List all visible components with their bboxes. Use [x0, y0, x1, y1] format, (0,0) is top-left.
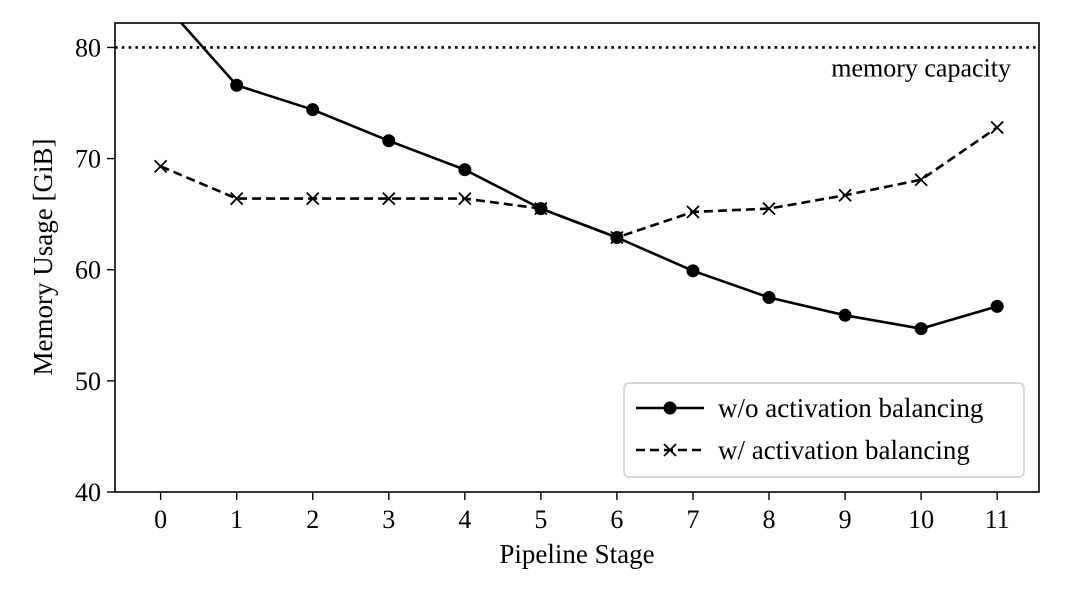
legend-marker-without-balancing [663, 401, 677, 415]
legend-label-without-balancing: w/o activation balancing [718, 393, 983, 423]
x-tick-label: 6 [610, 505, 623, 534]
x-tick-label: 1 [230, 505, 243, 534]
y-tick-label: 50 [75, 367, 101, 396]
memory-capacity-label: memory capacity [831, 53, 1011, 82]
legend-marker-with-balancing [663, 443, 677, 457]
plot-frame [114, 22, 1040, 493]
data-point-without-balancing [686, 264, 700, 278]
data-point-with-balancing [153, 159, 168, 174]
x-tick-label: 10 [908, 505, 934, 534]
data-point-without-balancing [990, 299, 1004, 313]
data-point-without-balancing [458, 163, 472, 177]
data-point-without-balancing [382, 134, 396, 148]
y-axis-label: Memory Usage [GiB] [28, 139, 58, 376]
series-group [153, 0, 1004, 336]
y-axis-ticks: 40 50 60 70 80 [75, 33, 115, 507]
series-line-without-balancing [179, 23, 998, 330]
y-tick-label: 60 [75, 256, 101, 285]
y-tick-label: 80 [75, 33, 101, 62]
data-point-without-balancing [838, 308, 852, 322]
data-point-with-balancing [534, 201, 548, 216]
x-tick-label: 3 [382, 505, 395, 534]
data-point-with-balancing [686, 205, 700, 219]
x-tick-label: 2 [306, 505, 319, 534]
legend-box [623, 382, 1025, 478]
data-point-without-balancing [306, 103, 320, 117]
data-point-with-balancing [990, 120, 1004, 135]
data-point-with-balancing [914, 173, 928, 187]
data-point-with-balancing [458, 191, 472, 206]
x-axis-ticks: 0 1 2 3 4 5 6 7 8 9 10 11 [154, 492, 1010, 534]
legend: w/o activation balancing w/ activation ba… [623, 382, 1025, 478]
x-tick-label: 11 [985, 505, 1010, 534]
x-tick-label: 0 [154, 505, 167, 534]
x-tick-label: 7 [686, 505, 699, 534]
x-axis-label: Pipeline Stage [499, 539, 654, 569]
data-point-without-balancing [762, 291, 776, 305]
y-tick-label: 40 [75, 478, 101, 507]
data-point-without-balancing [230, 78, 244, 92]
x-tick-label: 5 [534, 505, 547, 534]
x-tick-label: 9 [839, 505, 852, 534]
data-point-with-balancing [762, 201, 776, 216]
data-point-with-balancing [306, 191, 320, 206]
legend-label-with-balancing: w/ activation balancing [718, 435, 970, 465]
data-point-with-balancing [610, 230, 624, 245]
data-point-with-balancing [382, 191, 396, 206]
data-point-with-balancing [230, 191, 244, 206]
series-line-with-balancing [160, 126, 998, 239]
data-point-without-balancing [154, 0, 167, 6]
x-tick-label: 4 [458, 505, 471, 534]
data-point-without-balancing [914, 322, 928, 336]
y-tick-label: 70 [75, 145, 101, 174]
x-tick-label: 8 [763, 505, 776, 534]
data-point-with-balancing [838, 188, 852, 202]
